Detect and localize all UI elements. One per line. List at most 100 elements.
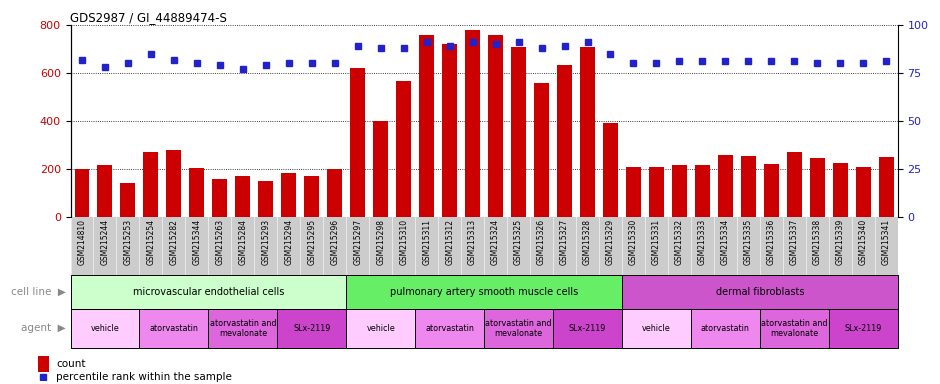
Text: SLx-2119: SLx-2119 [569,324,606,333]
Bar [346,275,622,309]
Bar [484,309,553,348]
Bar [580,46,595,217]
Bar [120,184,135,217]
Text: atorvastatin: atorvastatin [425,324,474,333]
Bar [809,158,824,217]
Text: GSM215296: GSM215296 [330,219,339,265]
Text: GSM215332: GSM215332 [675,219,684,265]
Bar [691,309,760,348]
Text: microvascular endothelial cells: microvascular endothelial cells [133,287,284,297]
Text: GSM215310: GSM215310 [400,219,408,265]
Bar [281,172,296,217]
Bar [70,309,139,348]
Text: GSM215312: GSM215312 [446,219,454,265]
Text: GSM215338: GSM215338 [813,219,822,265]
Text: GSM215282: GSM215282 [169,219,179,265]
Text: GSM215340: GSM215340 [859,219,868,265]
Text: GSM215325: GSM215325 [514,219,523,265]
Bar [189,168,204,217]
Bar [649,167,664,217]
Text: GSM215333: GSM215333 [697,219,707,265]
Text: GSM215344: GSM215344 [193,219,201,265]
Bar [419,35,434,217]
Text: GSM215339: GSM215339 [836,219,845,265]
Bar [488,35,503,217]
Text: GSM215341: GSM215341 [882,219,891,265]
Bar [70,275,346,309]
Bar [442,44,457,217]
Text: atorvastatin and
mevalonate: atorvastatin and mevalonate [761,319,827,338]
Text: percentile rank within the sample: percentile rank within the sample [56,372,232,382]
Text: GSM215294: GSM215294 [284,219,293,265]
Bar [305,176,320,217]
Bar [235,176,250,217]
Text: GSM215324: GSM215324 [491,219,500,265]
Text: GSM215295: GSM215295 [307,219,316,265]
Bar [346,309,415,348]
Bar [672,166,687,217]
Bar [626,167,641,217]
Bar [465,30,480,217]
Bar [209,309,277,348]
Text: GSM215326: GSM215326 [537,219,546,265]
Text: GSM215311: GSM215311 [422,219,431,265]
Bar [879,157,894,217]
Bar [553,309,622,348]
Text: GSM215330: GSM215330 [629,219,638,265]
Bar [603,123,618,217]
Text: GSM215327: GSM215327 [560,219,569,265]
Text: GSM215328: GSM215328 [583,219,592,265]
Text: pulmonary artery smooth muscle cells: pulmonary artery smooth muscle cells [390,287,578,297]
Bar [396,81,411,217]
Bar [829,309,898,348]
Bar [258,181,274,217]
Bar [511,46,526,217]
Text: atorvastatin: atorvastatin [149,324,198,333]
Bar [695,166,710,217]
Bar [760,309,829,348]
Text: GSM215297: GSM215297 [353,219,362,265]
Text: GSM215334: GSM215334 [721,219,729,265]
Text: GDS2987 / GI_44889474-S: GDS2987 / GI_44889474-S [70,11,227,24]
Bar [787,152,802,217]
Bar [38,356,49,372]
Text: GSM215263: GSM215263 [215,219,225,265]
Bar [741,156,756,217]
Bar [139,309,209,348]
Text: GSM215337: GSM215337 [790,219,799,265]
Text: agent  ▶: agent ▶ [22,323,66,333]
Bar [764,164,778,217]
Text: GSM215329: GSM215329 [606,219,615,265]
Text: GSM214810: GSM214810 [77,219,86,265]
Text: atorvastatin and
mevalonate: atorvastatin and mevalonate [485,319,552,338]
Text: GSM215293: GSM215293 [261,219,271,265]
Bar [557,65,572,217]
Bar [74,169,89,217]
Text: atorvastatin and
mevalonate: atorvastatin and mevalonate [210,319,276,338]
Bar [534,83,549,217]
Text: GSM215244: GSM215244 [101,219,109,265]
Text: vehicle: vehicle [90,324,119,333]
Text: GSM215313: GSM215313 [468,219,478,265]
Bar [415,309,484,348]
Bar [144,152,158,217]
Bar [622,309,691,348]
Text: GSM215331: GSM215331 [652,219,661,265]
Text: atorvastatin: atorvastatin [701,324,750,333]
Bar [327,169,342,217]
Text: vehicle: vehicle [642,324,671,333]
Bar [373,121,388,217]
Text: GSM215254: GSM215254 [147,219,155,265]
Bar [855,167,870,217]
Text: GSM215253: GSM215253 [123,219,133,265]
Text: SLx-2119: SLx-2119 [293,324,331,333]
Text: cell line  ▶: cell line ▶ [11,287,66,297]
Text: GSM215284: GSM215284 [239,219,247,265]
Bar [351,68,365,217]
Text: dermal fibroblasts: dermal fibroblasts [715,287,804,297]
Bar [166,150,181,217]
Bar [833,163,848,217]
Bar [718,155,733,217]
Text: GSM215298: GSM215298 [376,219,385,265]
Bar [98,166,113,217]
